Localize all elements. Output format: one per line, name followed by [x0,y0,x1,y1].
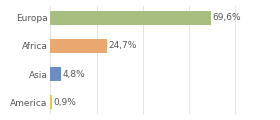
Text: 69,6%: 69,6% [212,13,241,22]
Bar [50,39,107,53]
Bar [50,67,62,81]
Text: 4,8%: 4,8% [63,69,85,78]
Bar [50,95,52,109]
Bar [50,11,211,25]
Text: 0,9%: 0,9% [54,98,76,107]
Text: 24,7%: 24,7% [109,42,137,51]
